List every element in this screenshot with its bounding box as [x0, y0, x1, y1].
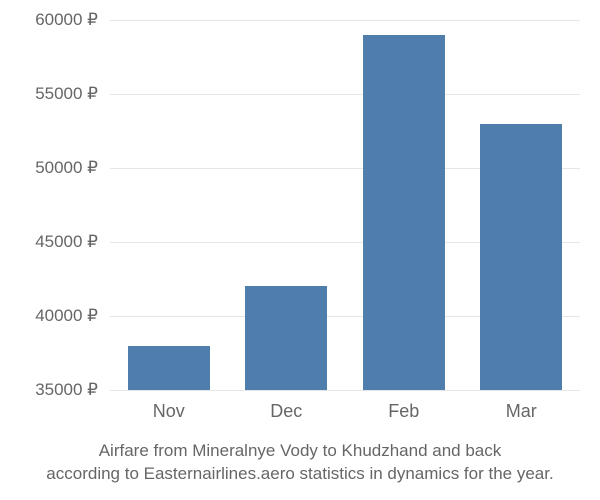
x-tick-label: Mar — [506, 401, 537, 422]
bar — [245, 286, 327, 390]
grid-line — [110, 94, 580, 95]
bar — [128, 346, 210, 390]
plot-area — [110, 20, 580, 390]
airfare-bar-chart: 35000 ₽ 40000 ₽ 45000 ₽ 50000 ₽ 55000 ₽ 60000… — [0, 0, 600, 500]
x-tick-label: Feb — [388, 401, 419, 422]
x-tick-label: Nov — [153, 401, 185, 422]
bar — [480, 124, 562, 390]
y-tick-label: 50000 ₽ — [0, 158, 98, 178]
y-tick-label: 60000 ₽ — [0, 10, 98, 30]
y-tick-label: 40000 ₽ — [0, 306, 98, 326]
chart-caption: Airfare from Mineralnye Vody to Khudzhan… — [0, 440, 600, 486]
y-tick-label: 45000 ₽ — [0, 232, 98, 252]
y-tick-label: 35000 ₽ — [0, 380, 98, 400]
bar — [363, 35, 445, 390]
caption-line-1: Airfare from Mineralnye Vody to Khudzhan… — [99, 441, 502, 460]
caption-line-2: according to Easternairlines.aero statis… — [46, 464, 553, 483]
x-tick-label: Dec — [270, 401, 302, 422]
y-tick-label: 55000 ₽ — [0, 84, 98, 104]
grid-line — [110, 390, 580, 391]
grid-line — [110, 20, 580, 21]
